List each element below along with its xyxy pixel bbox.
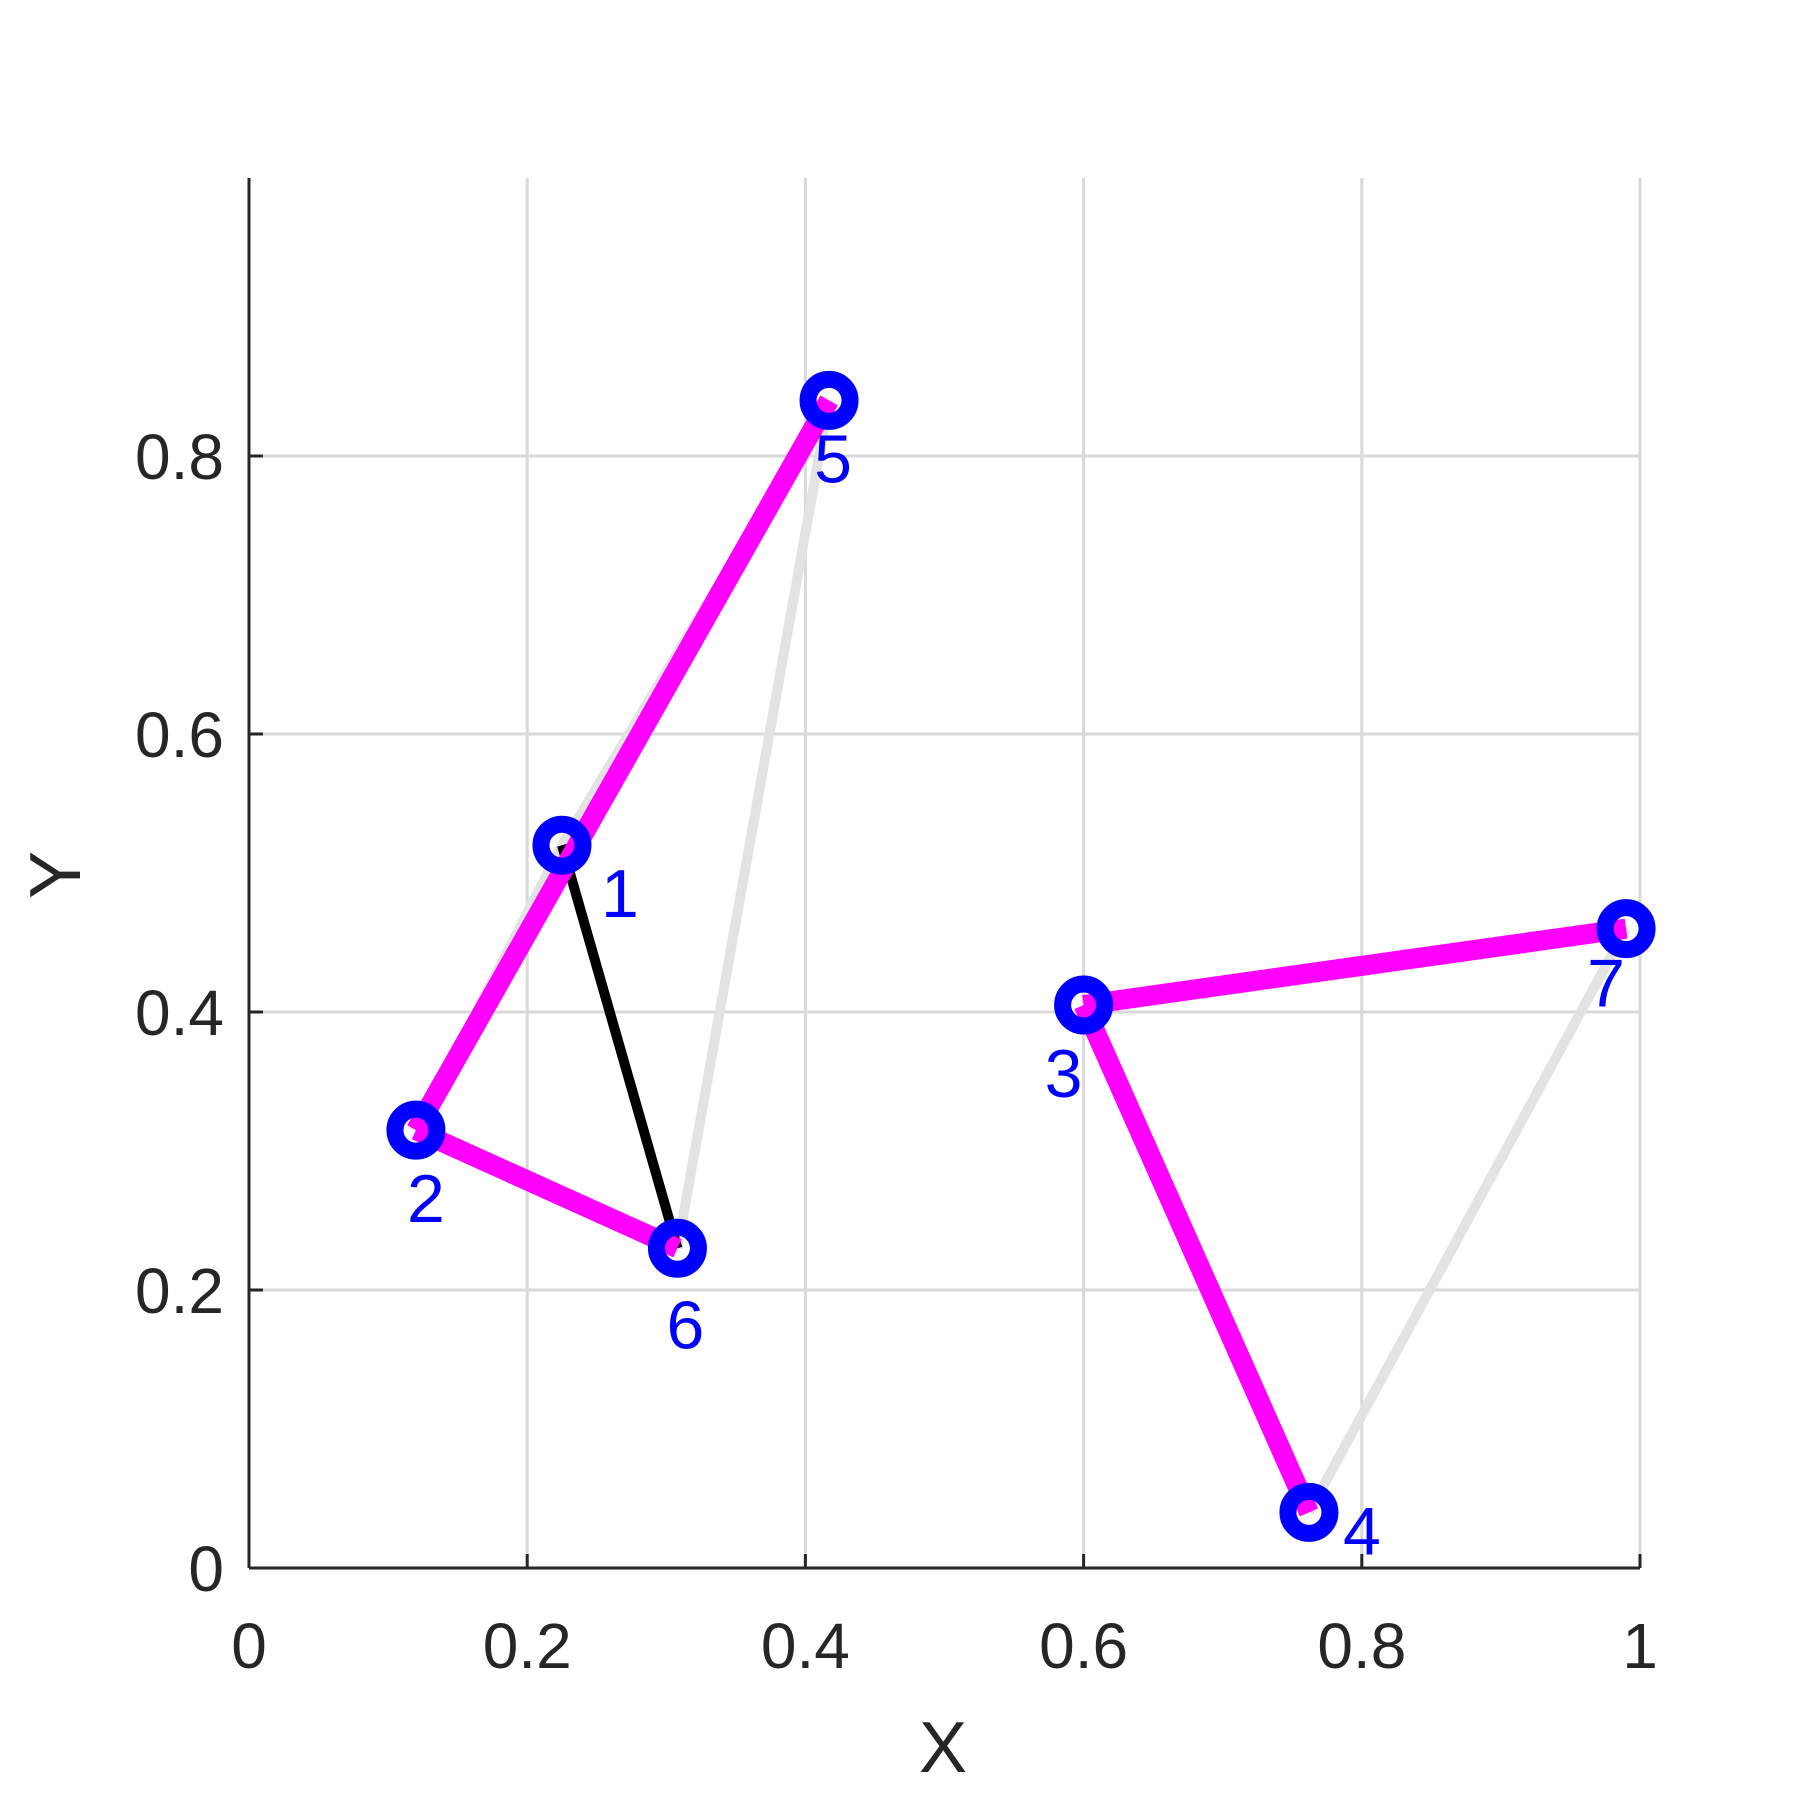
x-tick-label: 1 (1622, 1610, 1658, 1682)
x-tick-label: 0.4 (761, 1610, 850, 1682)
node-labels: 1 2 3 4 5 6 7 (407, 421, 1625, 1569)
node-marker-3 (1054, 975, 1114, 1035)
y-tick-label: 0 (188, 1533, 224, 1605)
magenta-edge-2-6 (411, 1121, 682, 1258)
grid (249, 178, 1642, 1568)
magenta-edge-3-7 (1082, 918, 1628, 1015)
x-tick-label: 0.6 (1039, 1610, 1128, 1682)
nodes (386, 370, 1656, 1542)
black-edge-1-6 (557, 843, 683, 1250)
gray-edge-5-6 (672, 399, 834, 1250)
node-marker-2 (386, 1100, 446, 1160)
node-marker-4 (1279, 1482, 1339, 1542)
gray-edge-4-7 (1304, 926, 1631, 1515)
x-axis-title: X (919, 1708, 967, 1788)
y-tick-label: 0.2 (135, 1255, 224, 1327)
y-tick-label: 0.4 (135, 977, 224, 1049)
y-tick-label: 0.8 (135, 421, 224, 493)
x-tick-label: 0.2 (483, 1610, 572, 1682)
node-marker-1 (532, 815, 592, 875)
y-tick-label: 0.6 (135, 699, 224, 771)
node-label-6: 6 (667, 1287, 705, 1363)
x-tick-label: 0.8 (1317, 1610, 1406, 1682)
magenta-edge-2-5 (407, 395, 838, 1136)
edges (407, 395, 1631, 1517)
y-axis-title: Y (16, 851, 96, 899)
node-label-7: 7 (1587, 946, 1625, 1022)
axes: 0 0.2 0.4 0.6 0.8 1 0 0.2 0.4 0.6 0.8 (135, 178, 1658, 1682)
node-marker-7 (1596, 899, 1656, 959)
node-label-1: 1 (601, 856, 639, 932)
node-label-5: 5 (814, 421, 852, 497)
node-marker-5 (799, 370, 859, 430)
x-tick-label: 0 (231, 1610, 267, 1682)
node-label-4: 4 (1343, 1493, 1381, 1569)
magenta-edge-3-4 (1074, 1000, 1319, 1517)
node-label-2: 2 (407, 1161, 445, 1237)
node-label-3: 3 (1045, 1036, 1083, 1112)
node-marker-6 (647, 1218, 707, 1278)
